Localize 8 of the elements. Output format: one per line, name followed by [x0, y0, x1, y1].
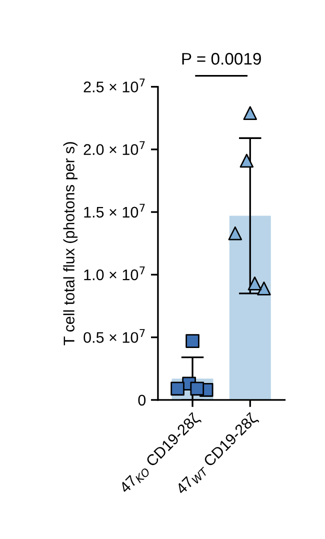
- text: P = 0.0019: [182, 52, 261, 65]
- y-tick-label: 0.5 × 10$^{7}$: [84, 329, 145, 343]
- y-axis-title: T cell total flux (photons per s): [63, 142, 78, 346]
- y-tick-label: 2.5 × 10$^{7}$: [84, 78, 145, 92]
- y-tick-label: 1.0 × 10$^{7}$: [84, 266, 145, 280]
- y-tick-label: 2.0 × 10$^{7}$: [84, 141, 145, 155]
- y-tick-label: 0: [138, 394, 146, 406]
- y-tick-label: 1.5 × 10$^{7}$: [84, 204, 145, 218]
